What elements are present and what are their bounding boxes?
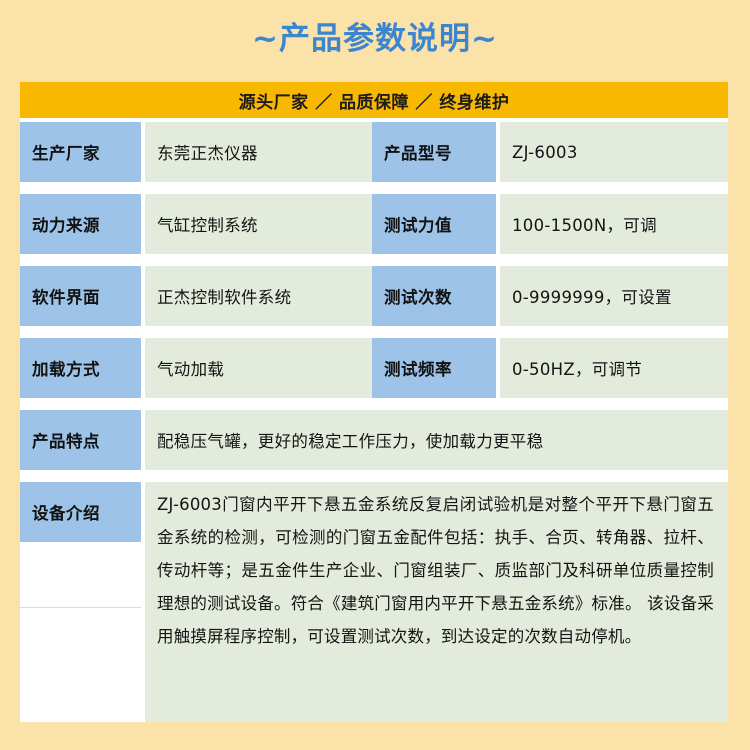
page-title: ~产品参数说明~ (252, 20, 498, 57)
row-label-loading-method: 加载方式 (20, 338, 141, 398)
row-label-software: 软件界面 (20, 266, 141, 326)
parameter-table: 源头厂家 ／ 品质保障 ／ 终身维护 生产厂家 东莞正杰仪器 产品型号 ZJ-6… (20, 82, 728, 722)
table-row: 生产厂家 东莞正杰仪器 产品型号 ZJ-6003 (20, 122, 728, 182)
table-row: 软件界面 正杰控制软件系统 测试次数 0-9999999，可设置 (20, 266, 728, 326)
description-label-column: 设备介绍 (20, 482, 141, 722)
column-gap (496, 122, 500, 182)
table-row: 动力来源 气缸控制系统 测试力值 100-1500N，可调 (20, 194, 728, 254)
row-value-software: 正杰控制软件系统 (145, 266, 372, 326)
page-title-bar: ~产品参数说明~ (0, 0, 750, 78)
row-label-manufacturer: 生产厂家 (20, 122, 141, 182)
row-label-test-force: 测试力值 (372, 194, 496, 254)
row-label-product-features: 产品特点 (20, 410, 141, 470)
column-gap (141, 194, 145, 254)
row-label-power-source: 动力来源 (20, 194, 141, 254)
column-gap (496, 266, 500, 326)
row-value-product-features: 配稳压气罐，更好的稳定工作压力，使加载力更平稳 (145, 410, 728, 470)
slogan-banner: 源头厂家 ／ 品质保障 ／ 终身维护 (20, 82, 728, 118)
row-value-power-source: 气缸控制系统 (145, 194, 372, 254)
label-divider (20, 607, 141, 608)
row-value-model: ZJ-6003 (500, 122, 728, 182)
row-value-equipment-intro: ZJ-6003门窗内平开下悬五金系统反复启闭试验机是对整个平开下悬门窗五金系统的… (145, 482, 728, 722)
column-gap (496, 194, 500, 254)
column-gap (141, 410, 145, 470)
row-value-manufacturer: 东莞正杰仪器 (145, 122, 372, 182)
column-gap (141, 482, 145, 722)
row-label-equipment-intro: 设备介绍 (20, 482, 141, 542)
table-row-description: 设备介绍 ZJ-6003门窗内平开下悬五金系统反复启闭试验机是对整个平开下悬门窗… (20, 482, 728, 722)
row-value-test-count: 0-9999999，可设置 (500, 266, 728, 326)
row-value-loading-method: 气动加载 (145, 338, 372, 398)
column-gap (496, 338, 500, 398)
row-value-test-force: 100-1500N，可调 (500, 194, 728, 254)
table-row: 产品特点 配稳压气罐，更好的稳定工作压力，使加载力更平稳 (20, 410, 728, 470)
slogan-text: 源头厂家 ／ 品质保障 ／ 终身维护 (238, 92, 510, 113)
table-row: 加载方式 气动加载 测试频率 0-50HZ，可调节 (20, 338, 728, 398)
row-value-test-frequency: 0-50HZ，可调节 (500, 338, 728, 398)
row-label-test-frequency: 测试频率 (372, 338, 496, 398)
column-gap (141, 338, 145, 398)
row-label-model: 产品型号 (372, 122, 496, 182)
column-gap (141, 266, 145, 326)
row-label-test-count: 测试次数 (372, 266, 496, 326)
column-gap (141, 122, 145, 182)
